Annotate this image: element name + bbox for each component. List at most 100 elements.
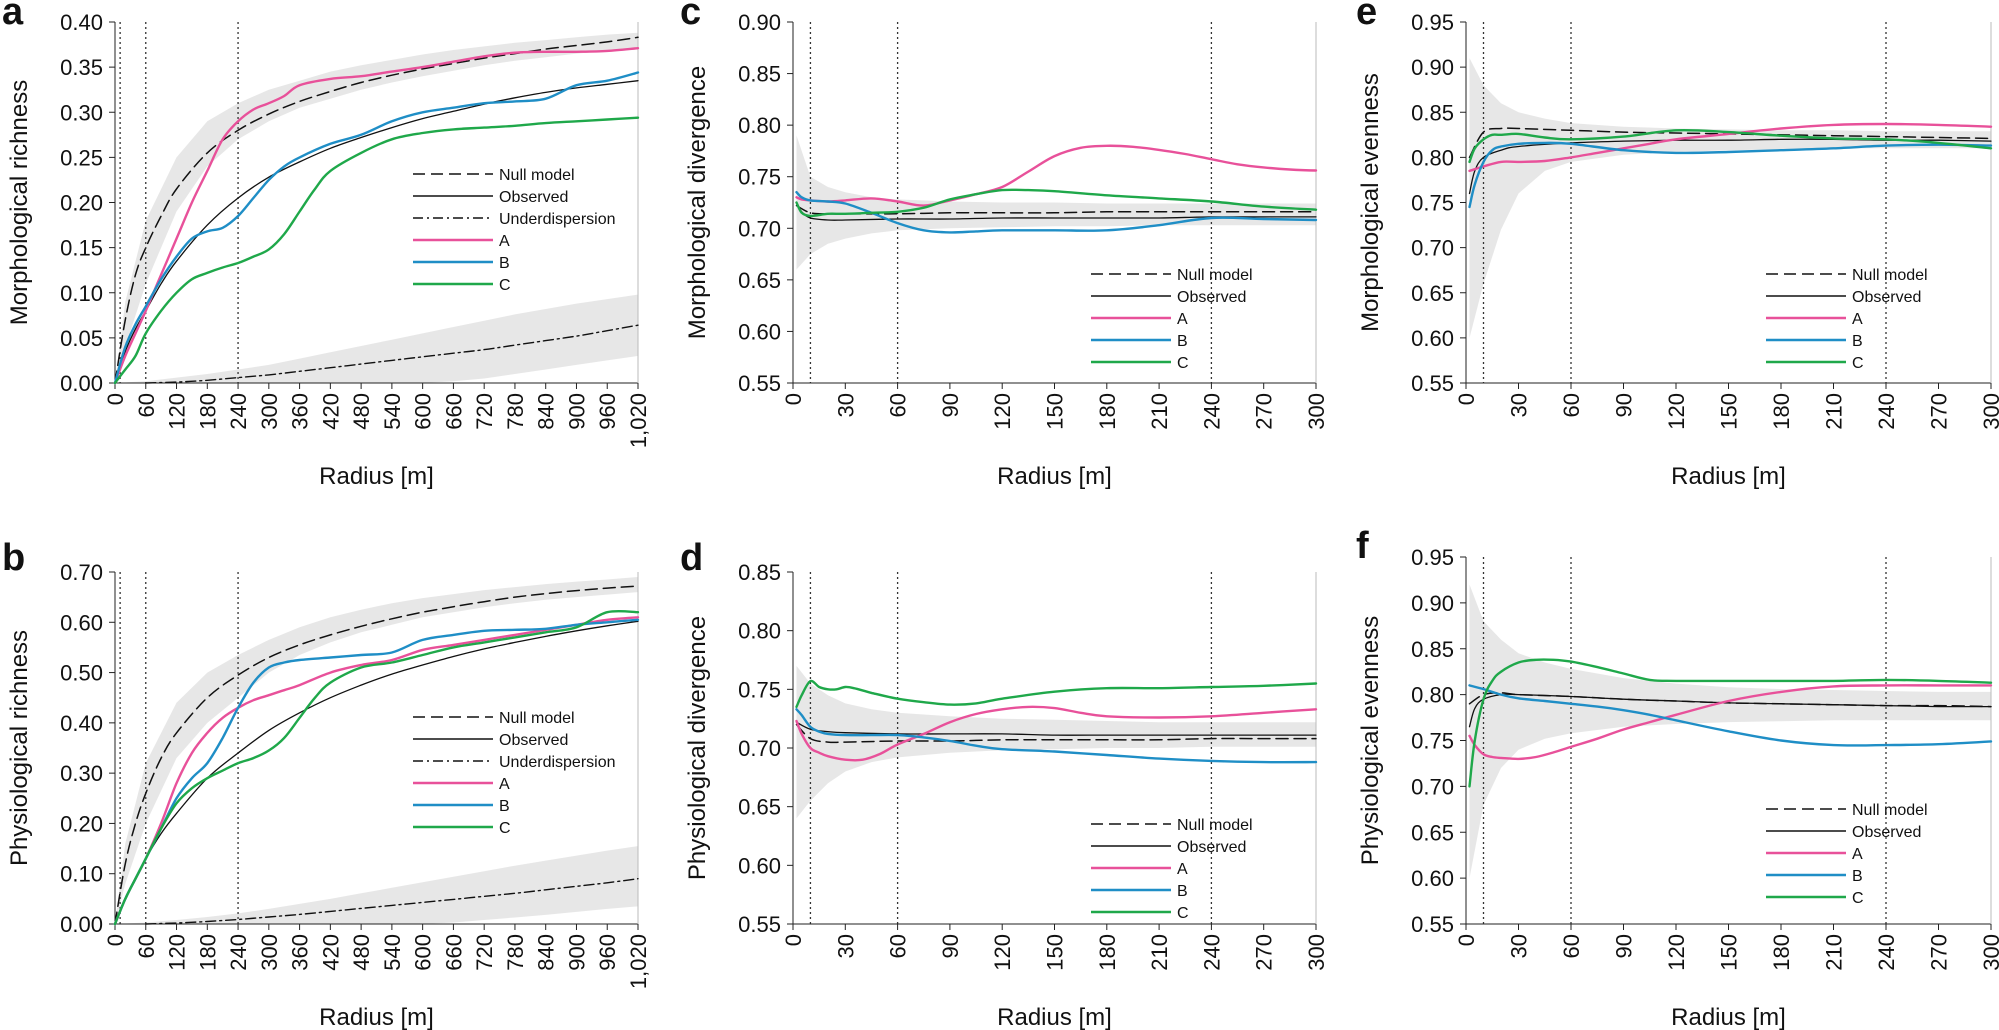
y-tick-label: 0.20 [60,191,103,216]
panel-d: 0.55 0.60 0.65 0.70 0.75 0.80 0.85 0 30 60 90 120 15… [680,537,1329,1030]
y-tick-label: 0.85 [1411,100,1454,125]
y-tick-label: 0.70 [738,736,781,761]
y-tick-label: 0.75 [1411,729,1454,754]
series-line-a [795,144,1318,207]
y-tick-label: 0.60 [60,610,103,635]
x-tick-label: 600 [411,934,436,971]
x-tick-label: 270 [1252,393,1277,430]
confidence-band [115,846,638,924]
series-line-c [1468,658,1993,788]
y-tick-label: 0.55 [738,912,781,937]
y-tick-label: 0.60 [1411,326,1454,351]
x-tick-label: 540 [380,934,405,971]
x-tick-label: 300 [1979,934,1999,971]
panel-a: 0.000.050.100.150.200.250.300.350.400 60 1… [2,0,651,490]
x-tick-label: 30 [833,393,858,417]
y-tick-label: 0.15 [60,236,103,261]
legend-label: C [499,277,511,294]
x-tick-label: 900 [564,393,589,430]
y-axis-label: Morphological richness [6,80,33,325]
y-axis-label: Morphological divergence [684,66,711,340]
y-tick-label: 0.60 [1411,866,1454,891]
panel-f: 0.55 0.60 0.65 0.70 0.75 0.80 0.85 0.90 0.95 0 30 6… [1356,525,1999,1030]
y-tick-label: 0.80 [738,113,781,138]
x-tick-label: 150 [1043,934,1068,971]
series-line-c [795,188,1318,218]
x-tick-label: 420 [318,934,343,971]
x-tick-label: 150 [1043,393,1068,430]
x-tick-label: 540 [380,393,405,430]
y-tick-label: 0.40 [60,10,103,35]
y-tick-label: 0.85 [738,62,781,87]
y-tick-label: 0.75 [738,677,781,702]
y-tick-label: 0.60 [738,853,781,878]
y-tick-label: 0.50 [60,661,103,686]
x-tick-label: 840 [534,393,559,430]
x-tick-label: 300 [1304,934,1329,971]
y-tick-label: 0.75 [1411,191,1454,216]
panel-e: 0.55 0.60 0.65 0.70 0.75 0.80 0.85 0.90 0.95 0 30 6… [1356,0,1999,490]
y-axis-label: Physiological richness [6,630,33,866]
legend-label: Observed [1852,289,1921,306]
series-line-null-model [114,36,639,384]
legend-label: C [1852,355,1864,372]
x-tick-label: 480 [349,934,374,971]
x-tick-label: 300 [257,393,282,430]
series-line-c [795,679,1318,709]
y-tick-label: 0.55 [1411,912,1454,937]
y-tick-label: 0.05 [60,326,103,351]
series-line-null-model [114,585,639,925]
legend-label: A [1852,311,1863,328]
series-line-b [1468,141,1993,209]
panel-letter: f [1356,525,1369,567]
x-tick-label: 60 [134,393,159,417]
series-line-null-model [795,204,1317,215]
y-tick-label: 0.80 [738,619,781,644]
panel-letter: c [680,0,701,33]
series-line-underdispersion [145,878,639,925]
y-tick-label: 0.95 [1411,545,1454,570]
legend-label: Observed [499,732,568,749]
x-tick-label: 60 [886,393,911,417]
series-line-c [113,116,640,385]
legend-label: C [499,820,511,837]
legend-label: Observed [1177,289,1246,306]
legend-label: A [1177,861,1188,878]
x-tick-label: 780 [503,934,528,971]
panel-b: 0.00 0.10 0.20 0.30 0.40 0.50 0.60 0.70 0 60 120 18… [2,537,651,1030]
x-tick-label: 60 [134,934,159,958]
confidence-band [1469,584,1991,879]
y-tick-label: 0.20 [60,811,103,836]
y-tick-label: 0.00 [60,912,103,937]
y-tick-label: 0.65 [1411,820,1454,845]
panel-c: 0.55 0.60 0.65 0.70 0.75 0.80 0.85 0.90 0 30 60 90 1… [680,0,1329,490]
x-tick-label: 1,020 [626,934,651,989]
legend-label: Null model [499,167,575,184]
y-tick-label: 0.65 [1411,281,1454,306]
series-line-a [1468,122,1993,173]
y-tick-label: 0.75 [738,165,781,190]
confidence-band [115,32,638,384]
legend-label: A [499,233,510,250]
legend-label: Null model [499,710,575,727]
y-tick-label: 0.30 [60,761,103,786]
x-tick-label: 960 [595,934,620,971]
x-tick-label: 240 [1874,393,1899,430]
y-tick-label: 0.10 [60,281,103,306]
y-tick-label: 0.65 [738,268,781,293]
x-tick-label: 120 [165,934,190,971]
series-line-observed [795,201,1317,221]
x-tick-label: 90 [1612,393,1637,417]
x-tick-label: 300 [1979,393,1999,430]
x-tick-label: 180 [1769,934,1794,971]
x-axis-label: Radius [m] [1671,1004,1786,1030]
y-axis-label: Physiological divergence [684,616,711,880]
x-tick-label: 1,020 [626,393,651,448]
legend-label: Null model [1177,267,1253,284]
y-tick-label: 0.80 [1411,145,1454,170]
series-line-b [1468,684,1993,747]
series-line-observed [795,721,1317,736]
y-tick-label: 0.70 [1411,774,1454,799]
legend-label: Null model [1852,802,1928,819]
